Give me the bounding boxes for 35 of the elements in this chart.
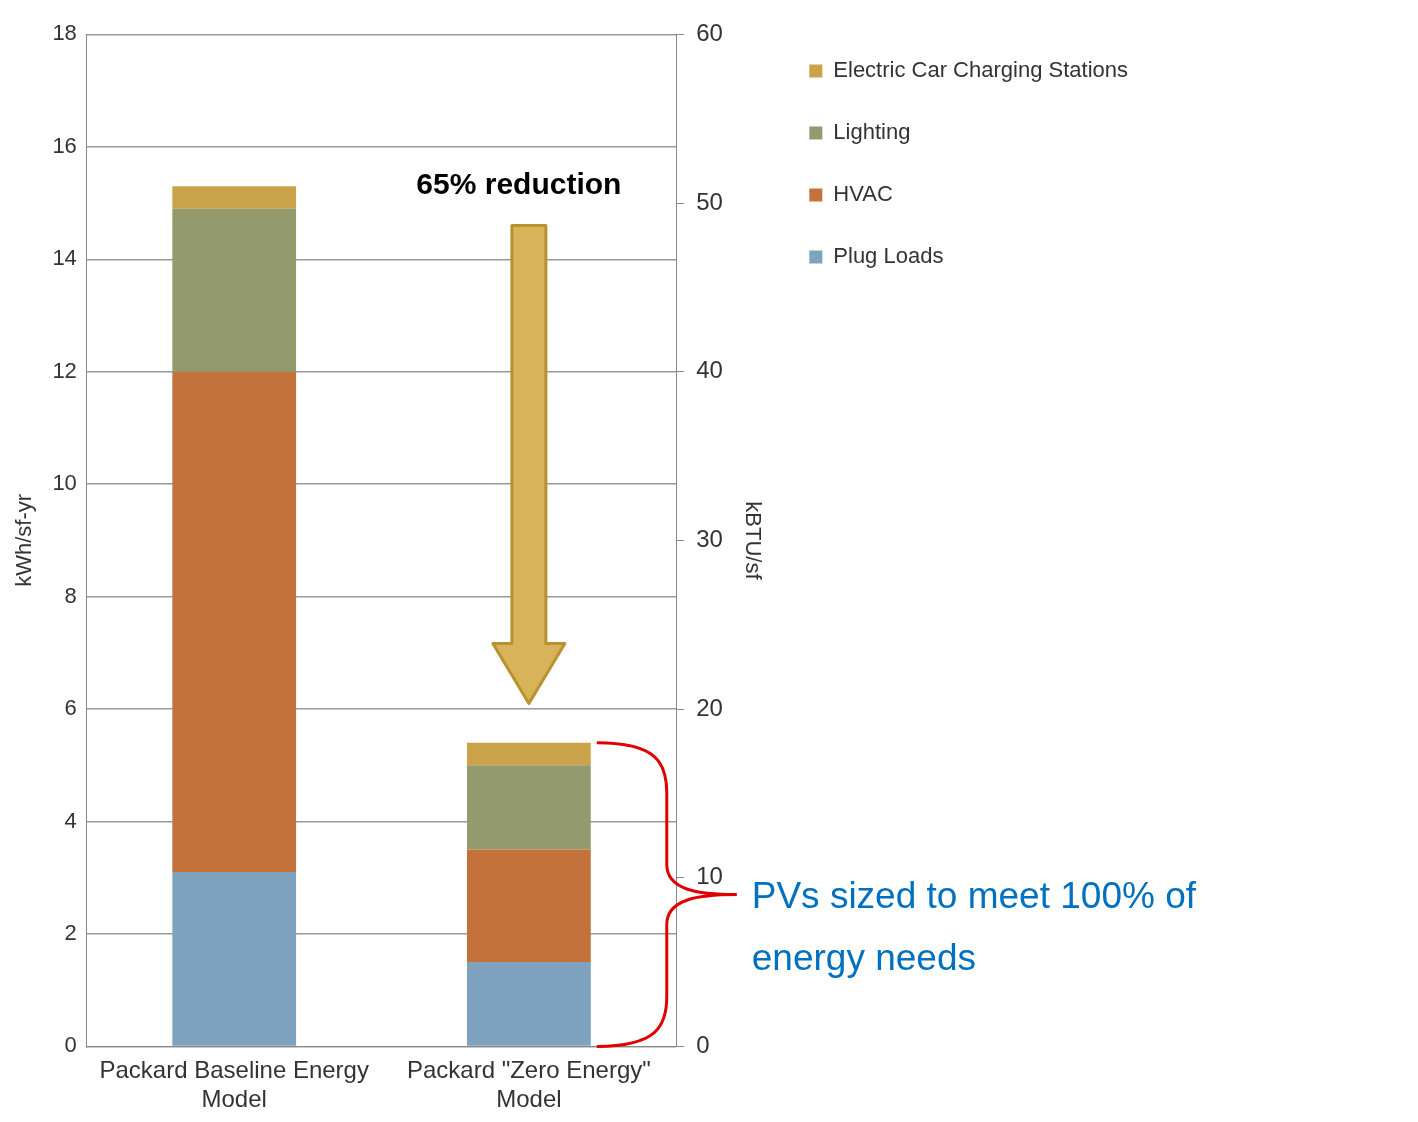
y2-axis-title: kBTU/sf [741,501,767,581]
bar [467,962,591,1046]
y-tick-label: 8 [64,582,77,608]
bar [172,208,297,372]
y-tick-label: 16 [52,132,77,158]
y2-tick-label: 10 [696,862,723,890]
y2-tick-label: 0 [696,1031,710,1059]
y-axis-title: kWh/sf-yr [11,493,37,587]
legend-label: Plug Loads [833,243,944,269]
y2-tick-label: 20 [696,693,723,721]
y2-tick-label: 40 [696,356,723,384]
bar [172,371,297,873]
bar [467,849,591,963]
bar [467,765,591,850]
legend-label: Electric Car Charging Stations [833,57,1129,83]
legend-label: Lighting [833,119,911,145]
x-tick-label: Packard "Zero Energy" Model [406,1056,651,1113]
bar [172,186,297,209]
y2-tick-label: 50 [696,187,723,215]
y2-tick-label: 60 [696,19,723,47]
y-tick-label: 6 [64,695,77,721]
y-tick-label: 12 [52,357,77,383]
x-tick-label: Packard Baseline Energy Model [99,1056,369,1113]
y-tick-label: 4 [64,807,77,833]
y-tick-label: 14 [52,245,77,271]
annotation: 65% reduction [416,167,622,201]
text: PVs sized to meet 100% of energy needs [751,873,1197,980]
legend-label: HVAC [833,181,893,207]
y-tick-label: 0 [64,1032,77,1058]
bar [467,742,591,766]
y-tick-label: 2 [64,920,77,946]
y-tick-label: 10 [52,470,77,496]
bar [172,872,297,1046]
y2-tick-label: 30 [696,525,723,553]
y-tick-label: 18 [52,20,77,46]
